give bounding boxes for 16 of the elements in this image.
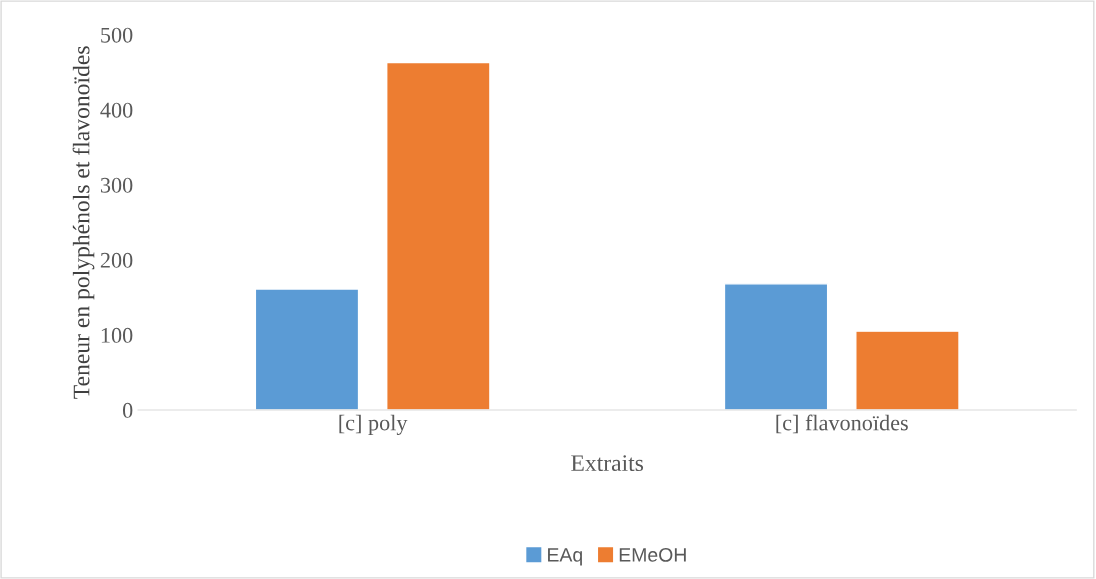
- bar: [723, 283, 829, 410]
- y-tick-label: 100: [101, 327, 133, 343]
- x-tick-label: [c] poly: [339, 414, 408, 436]
- y-tick-label: 500: [101, 27, 133, 43]
- y-tick-label: 400: [100, 102, 133, 118]
- x-tick-label: [c] flavonoïdes: [776, 414, 908, 434]
- y-tick-label: 0: [122, 402, 133, 418]
- y-tick-label: 200: [100, 252, 133, 268]
- bar: [386, 61, 491, 410]
- y-tick-label: 300: [100, 177, 133, 193]
- legend-label: EAq: [548, 548, 582, 566]
- x-axis-title: Extraits: [571, 455, 644, 472]
- legend-label: EMeOH: [619, 548, 686, 562]
- bar: [855, 330, 960, 410]
- bar: [254, 288, 360, 410]
- y-axis-title: Teneur en polyphénols et flavonoïdes: [72, 46, 95, 399]
